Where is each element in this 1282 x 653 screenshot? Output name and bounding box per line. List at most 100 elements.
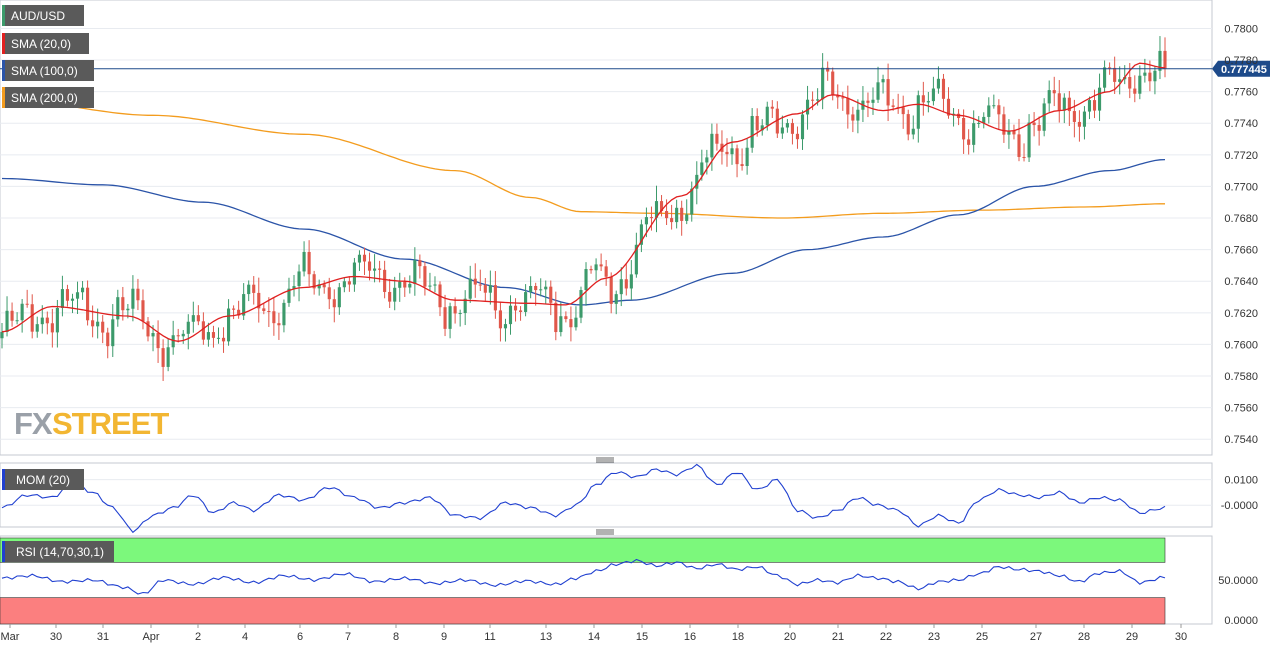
candle: [156, 320, 160, 363]
x-tick-label: Apr: [142, 631, 159, 643]
candle: [866, 92, 870, 118]
candle: [1143, 58, 1147, 83]
legend-symbol[interactable]: AUD/USD: [2, 5, 84, 26]
candle: [176, 328, 180, 343]
rsi-overbought-zone: [0, 537, 1166, 563]
candle: [604, 260, 608, 286]
candle: [216, 327, 221, 344]
x-tick-label: 21: [832, 631, 844, 643]
candle: [20, 298, 24, 333]
candle: [498, 302, 502, 342]
y-tick-label: 0.7700: [1224, 181, 1258, 193]
candle: [785, 119, 789, 133]
candle: [685, 199, 689, 225]
candle: [242, 283, 246, 320]
candle: [519, 306, 523, 321]
candle: [977, 116, 981, 128]
candle: [297, 264, 301, 302]
legend-sma200[interactable]: SMA (200,0): [2, 87, 94, 108]
candle: [987, 97, 991, 124]
candle: [579, 286, 583, 324]
candle: [40, 305, 44, 334]
candle: [272, 297, 276, 336]
candle: [659, 195, 664, 217]
candle: [25, 289, 29, 308]
legend-mom[interactable]: MOM (20): [2, 469, 84, 490]
legend-rsi[interactable]: RSI (14,70,30,1): [2, 541, 114, 562]
candle: [1148, 60, 1152, 92]
mom-series: [1, 463, 1166, 534]
candle: [151, 325, 155, 352]
candle: [1113, 56, 1117, 95]
candle: [654, 185, 659, 233]
candle: [483, 277, 487, 301]
sma-200-path: [1, 98, 1165, 219]
candle: [559, 302, 563, 337]
candle: [96, 308, 100, 339]
x-tick-label: 8: [393, 631, 399, 643]
candle: [805, 85, 810, 130]
candle: [901, 95, 905, 129]
candle: [70, 293, 75, 314]
watermark-street: STREET: [52, 406, 169, 441]
candle: [262, 303, 266, 315]
x-tick-label: 25: [976, 631, 988, 643]
candle: [1092, 89, 1097, 119]
legend-sma20[interactable]: SMA (20,0): [2, 33, 89, 54]
rsi-oversold-zone: [0, 597, 1166, 625]
candle: [181, 330, 185, 344]
legend-rsi-label: RSI (14,70,30,1): [16, 545, 104, 559]
candle: [327, 277, 331, 310]
candle: [136, 278, 140, 311]
candle: [700, 149, 704, 181]
candle: [549, 280, 553, 316]
rsi-tick-label: 50.0000: [1218, 575, 1258, 587]
candle: [111, 304, 115, 358]
sma-200-line: [1, 98, 1165, 219]
candle: [503, 318, 508, 342]
sma-20-path: [1, 62, 1166, 342]
legend-sma100[interactable]: SMA (100,0): [2, 60, 94, 81]
y-tick-label: 0.7760: [1224, 87, 1258, 99]
candle: [448, 302, 452, 339]
candle: [972, 110, 976, 153]
x-tick-label: 20: [784, 631, 796, 643]
price-panel-frame: [0, 0, 1213, 456]
candle: [191, 301, 195, 333]
watermark-fx: FX: [14, 406, 53, 441]
rsi-line: [1, 558, 1166, 595]
mom-line: [1, 463, 1166, 534]
candle: [50, 308, 54, 348]
current-price-tag: [1212, 60, 1270, 77]
x-tick-label: 28: [1078, 631, 1090, 643]
candle: [393, 276, 397, 311]
mom-panel-frame: [0, 462, 1213, 528]
candle: [725, 138, 729, 167]
candle: [941, 73, 946, 113]
candle: [1118, 66, 1122, 95]
candle: [292, 274, 296, 297]
candle: [916, 90, 920, 143]
candle: [780, 115, 784, 139]
candle: [428, 272, 432, 291]
candle: [624, 264, 628, 296]
candle: [252, 276, 256, 305]
candle: [86, 280, 90, 326]
mom-tick-label: 0.0100: [1224, 475, 1258, 487]
candle: [408, 275, 412, 294]
y-tick-label: 0.7740: [1224, 118, 1258, 130]
candle: [800, 110, 805, 150]
panel-resize-handle-2[interactable]: [596, 529, 614, 535]
legend-sma100-label: SMA (100,0): [11, 64, 78, 78]
y-tick-label: 0.7660: [1224, 245, 1258, 257]
fxstreet-watermark: FX STREET: [14, 406, 170, 441]
candle: [508, 295, 513, 335]
candle: [524, 284, 528, 317]
candle: [851, 106, 855, 133]
candle: [670, 204, 674, 230]
current-price-value: 0.777445: [1221, 64, 1267, 76]
candle: [1022, 143, 1026, 162]
panel-resize-handle-1[interactable]: [596, 457, 614, 463]
mom-tick-label: -0.0000: [1221, 500, 1258, 512]
candle: [609, 272, 613, 314]
